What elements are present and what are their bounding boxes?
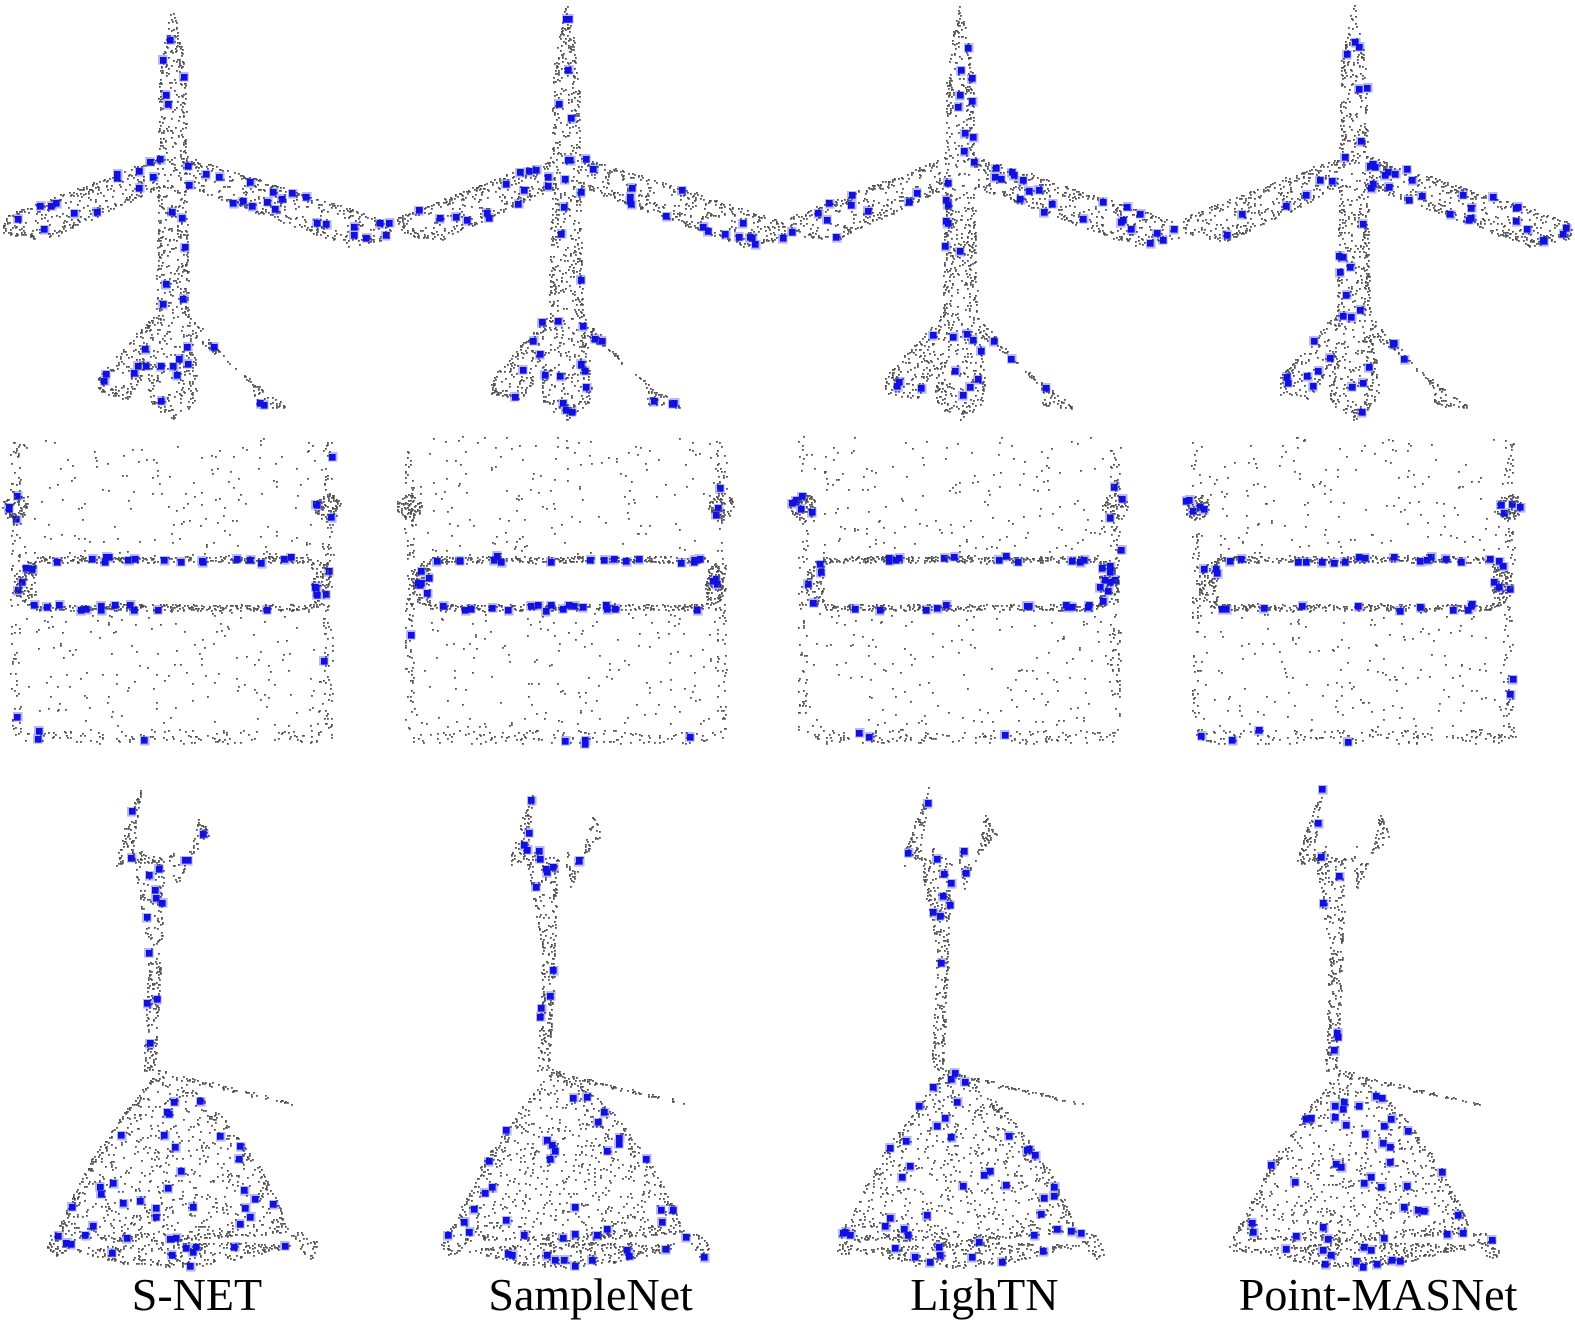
svg-text:Point-MASNet: Point-MASNet: [1239, 1269, 1518, 1320]
svg-text:LighTN: LighTN: [910, 1269, 1058, 1320]
svg-text:S-NET: S-NET: [132, 1269, 262, 1320]
svg-text:SampleNet: SampleNet: [488, 1269, 693, 1320]
